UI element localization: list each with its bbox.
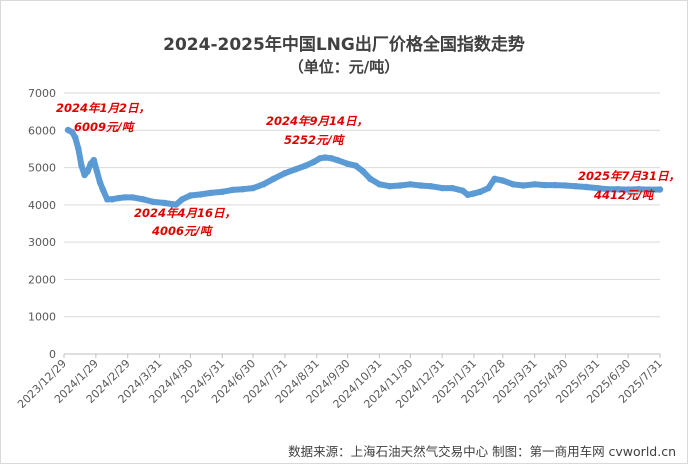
annotation-2-line2: 4006元/吨 — [151, 224, 214, 238]
data-point — [249, 184, 257, 192]
data-point — [645, 186, 652, 193]
data-point — [477, 188, 484, 195]
data-point — [367, 175, 374, 182]
data-point — [417, 182, 424, 189]
annotation-4-line1: 2025年7月31日， — [578, 169, 680, 183]
data-point — [207, 189, 215, 197]
annotations: 2024年1月2日， 6009元/吨 2024年4月16日， 4006元/吨 2… — [56, 101, 680, 238]
data-point — [75, 145, 82, 153]
data-point — [260, 181, 267, 188]
data-point — [321, 154, 329, 161]
annotation-1-line2: 6009元/吨 — [74, 120, 136, 134]
data-point — [229, 186, 236, 194]
data-point — [614, 186, 622, 193]
data-point — [334, 156, 341, 164]
annotation-3-line2: 5252元/吨 — [284, 133, 346, 147]
y-tick-label: 5000 — [28, 162, 56, 175]
data-point — [69, 129, 76, 136]
data-point — [572, 183, 579, 190]
data-point — [541, 181, 549, 189]
data-point — [552, 181, 559, 189]
data-point — [115, 194, 122, 202]
data-point — [129, 194, 136, 201]
y-tick-label: 1000 — [28, 311, 56, 324]
data-point — [407, 181, 414, 188]
data-point — [594, 184, 601, 192]
data-point — [78, 162, 85, 169]
data-point — [491, 175, 498, 182]
data-point — [359, 168, 367, 175]
data-point — [187, 192, 194, 199]
data-point — [302, 162, 309, 169]
y-tick-label: 2000 — [28, 273, 56, 286]
data-point — [376, 181, 383, 188]
data-point — [219, 188, 226, 195]
data-point — [485, 184, 492, 192]
data-point — [93, 168, 101, 175]
data-point — [624, 186, 632, 193]
data-point — [90, 156, 98, 164]
data-point — [310, 158, 317, 166]
data-point — [292, 166, 299, 173]
data-point — [99, 186, 107, 194]
data-point — [179, 196, 186, 203]
chart-title: 2024-2025年中国LNG出厂价格全国指数走势 — [163, 35, 525, 55]
y-tick-label: 0 — [49, 348, 56, 361]
data-point — [656, 186, 664, 193]
x-axis-ticks: 2023/12/292024/1/292024/2/292024/3/31202… — [15, 354, 665, 411]
data-point — [172, 201, 180, 208]
y-tick-label: 3000 — [28, 236, 56, 249]
data-point — [197, 191, 204, 198]
data-point — [582, 183, 590, 191]
annotation-3-line1: 2024年9月14日， — [266, 114, 368, 128]
data-point — [316, 155, 324, 162]
data-point — [386, 183, 393, 190]
data-point — [281, 170, 289, 177]
data-point — [439, 184, 446, 192]
data-point — [139, 196, 147, 203]
y-tick-label: 7000 — [28, 87, 56, 100]
data-point — [161, 199, 168, 207]
y-tick-label: 6000 — [28, 124, 56, 137]
annotation-1-line1: 2024年1月2日， — [56, 101, 150, 115]
data-point — [427, 183, 434, 190]
y-tick-label: 4000 — [28, 199, 56, 212]
data-point — [344, 160, 351, 167]
data-point — [109, 196, 116, 203]
data-point — [531, 181, 538, 188]
data-point — [352, 162, 359, 169]
data-source-note: 数据来源：上海石油天然气交易中心 制图：第一商用车网 cvworld.cn — [288, 444, 676, 459]
data-point — [499, 177, 506, 184]
series-line — [64, 126, 664, 208]
data-point — [635, 186, 642, 193]
data-point — [328, 155, 335, 162]
data-point — [72, 134, 79, 141]
data-point — [509, 181, 517, 188]
data-point — [469, 190, 477, 197]
data-point — [396, 182, 404, 189]
data-point — [96, 179, 104, 186]
annotation-2-line1: 2024年4月16日， — [134, 206, 236, 220]
chart-subtitle: （单位：元/吨） — [288, 58, 400, 76]
data-point — [562, 182, 569, 189]
data-point — [150, 198, 157, 206]
annotation-4-line2: 4412元/吨 — [593, 188, 656, 202]
data-point — [449, 184, 456, 192]
y-axis-ticks: 0 1000 2000 3000 4000 5000 6000 7000 — [28, 87, 56, 361]
data-point — [459, 187, 466, 194]
data-point — [239, 186, 246, 193]
data-point — [84, 168, 91, 175]
data-point — [604, 186, 611, 193]
data-point — [104, 196, 111, 203]
data-point — [270, 175, 277, 182]
data-point — [464, 191, 471, 198]
data-point — [121, 194, 128, 201]
data-point — [520, 182, 527, 189]
